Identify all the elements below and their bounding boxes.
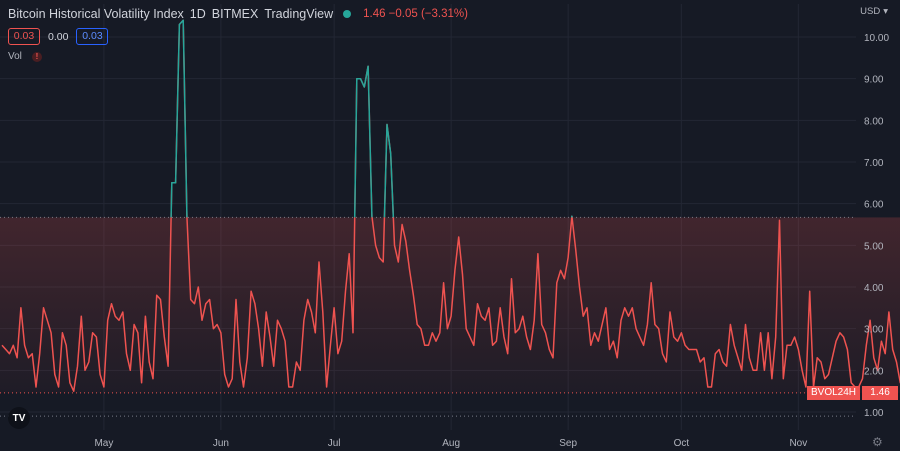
source-label: TradingView <box>264 7 334 21</box>
x-tick-label: Jun <box>213 438 229 449</box>
market-status-icon[interactable] <box>343 10 352 18</box>
y-tick-label: 10.00 <box>864 33 889 44</box>
last-value-tag: BVOL24H 1.46 <box>807 386 899 400</box>
volume-label: Vol <box>8 51 22 62</box>
y-tick-label: 1.00 <box>864 408 884 419</box>
y-tick-label: 3.00 <box>864 325 884 336</box>
volume-legend[interactable]: Vol ! <box>8 51 42 62</box>
y-tick-label: 7.00 <box>864 158 884 169</box>
y-tick-label: 9.00 <box>864 75 884 86</box>
y-tick-label: 4.00 <box>864 283 884 294</box>
indicator-value-a: 0.03 <box>8 28 40 45</box>
x-tick-label: Aug <box>442 438 460 449</box>
last-change: 1.46 −0.05 (−3.31%) <box>363 8 468 20</box>
chart-header: Bitcoin Historical Volatility Index 1D B… <box>8 7 468 21</box>
tradingview-logo-icon[interactable]: TV <box>8 407 30 429</box>
indicator-value-b: 0.00 <box>48 30 69 43</box>
symbol-title[interactable]: Bitcoin Historical Volatility Index <box>8 7 184 21</box>
chevron-down-icon: ▾ <box>883 6 888 17</box>
y-tick-label: 2.00 <box>864 366 884 377</box>
last-tag-name: BVOL24H <box>807 386 861 400</box>
currency-label: USD <box>860 6 881 17</box>
gear-icon[interactable]: ⚙ <box>872 435 883 449</box>
exchange-label: BITMEX <box>211 7 259 21</box>
last-tag-value: 1.46 <box>862 386 899 400</box>
x-tick-label: Oct <box>674 438 690 449</box>
x-tick-label: Jul <box>328 438 341 449</box>
x-tick-label: Nov <box>789 438 807 449</box>
currency-selector[interactable]: USD ▾ <box>860 6 888 17</box>
series-line[interactable] <box>1 19 900 403</box>
y-tick-label: 6.00 <box>864 200 884 211</box>
x-tick-label: May <box>94 438 113 449</box>
x-tick-label: Sep <box>559 438 577 449</box>
warning-icon[interactable]: ! <box>31 51 42 62</box>
indicator-value-c: 0.03 <box>76 28 109 45</box>
y-tick-label: 5.00 <box>864 241 884 252</box>
interval-label[interactable]: 1D <box>189 7 206 21</box>
indicator-values: 0.03 0.00 0.03 <box>8 28 109 45</box>
y-tick-label: 8.00 <box>864 116 884 127</box>
